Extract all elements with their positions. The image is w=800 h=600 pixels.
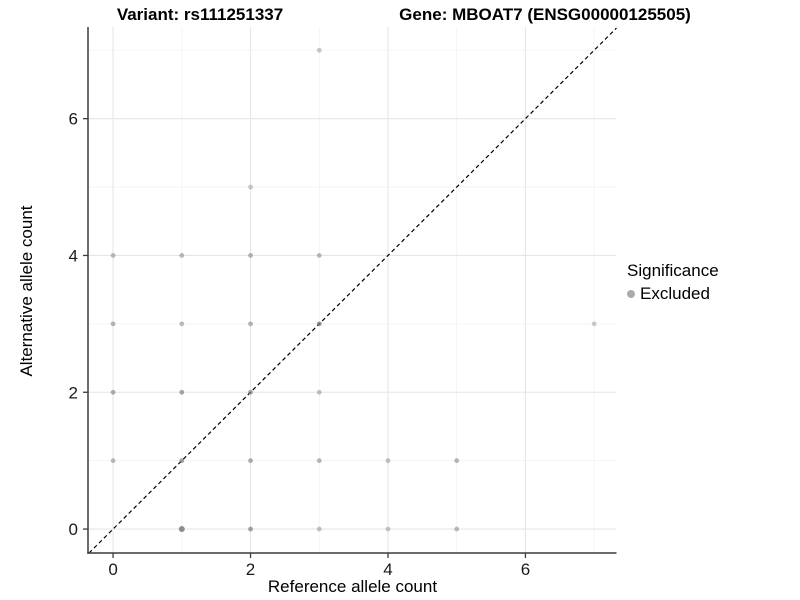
legend-item-label: Excluded [640, 284, 710, 303]
identity-line [88, 27, 617, 554]
x-tick-label: 0 [108, 560, 117, 579]
x-tick-label: 2 [246, 560, 255, 579]
data-point [454, 526, 460, 532]
data-point [179, 458, 185, 464]
data-point [316, 321, 322, 327]
data-point [248, 389, 253, 395]
data-point [248, 184, 253, 190]
data-point [110, 253, 116, 258]
y-axis-label: Alternative allele count [17, 205, 36, 377]
plot-title-gene: Gene: MBOAT7 (ENSG00000125505) [399, 5, 691, 24]
data-point [248, 526, 253, 532]
data-point [248, 321, 253, 327]
data-point [110, 458, 116, 464]
y-tick-label: 6 [69, 110, 78, 129]
data-point [316, 253, 322, 258]
data-point [591, 321, 597, 327]
data-point [110, 389, 116, 395]
data-point [110, 321, 116, 327]
data-point [248, 458, 253, 464]
y-tick-label: 2 [69, 383, 78, 402]
y-tick-label: 4 [69, 246, 78, 265]
data-point [179, 389, 185, 395]
y-tick-label: 0 [69, 520, 78, 539]
data-point [316, 526, 322, 532]
data-point [178, 526, 185, 533]
data-point [316, 47, 322, 53]
x-tick-label: 4 [383, 560, 392, 579]
legend: Significance Excluded [627, 261, 719, 304]
legend-title: Significance [627, 261, 719, 280]
data-point [385, 526, 391, 532]
data-point [248, 253, 253, 258]
x-tick-label: 6 [521, 560, 530, 579]
plot-title-variant: Variant: rs111251337 [116, 5, 284, 24]
data-point [316, 389, 322, 395]
data-point [385, 458, 391, 464]
legend-item-excluded: Excluded [627, 284, 719, 304]
legend-point-icon [627, 290, 635, 298]
x-axis-label: Reference allele count [267, 577, 438, 596]
data-point [179, 253, 185, 258]
data-point [179, 321, 185, 327]
data-point [454, 458, 460, 464]
data-point [316, 458, 322, 464]
